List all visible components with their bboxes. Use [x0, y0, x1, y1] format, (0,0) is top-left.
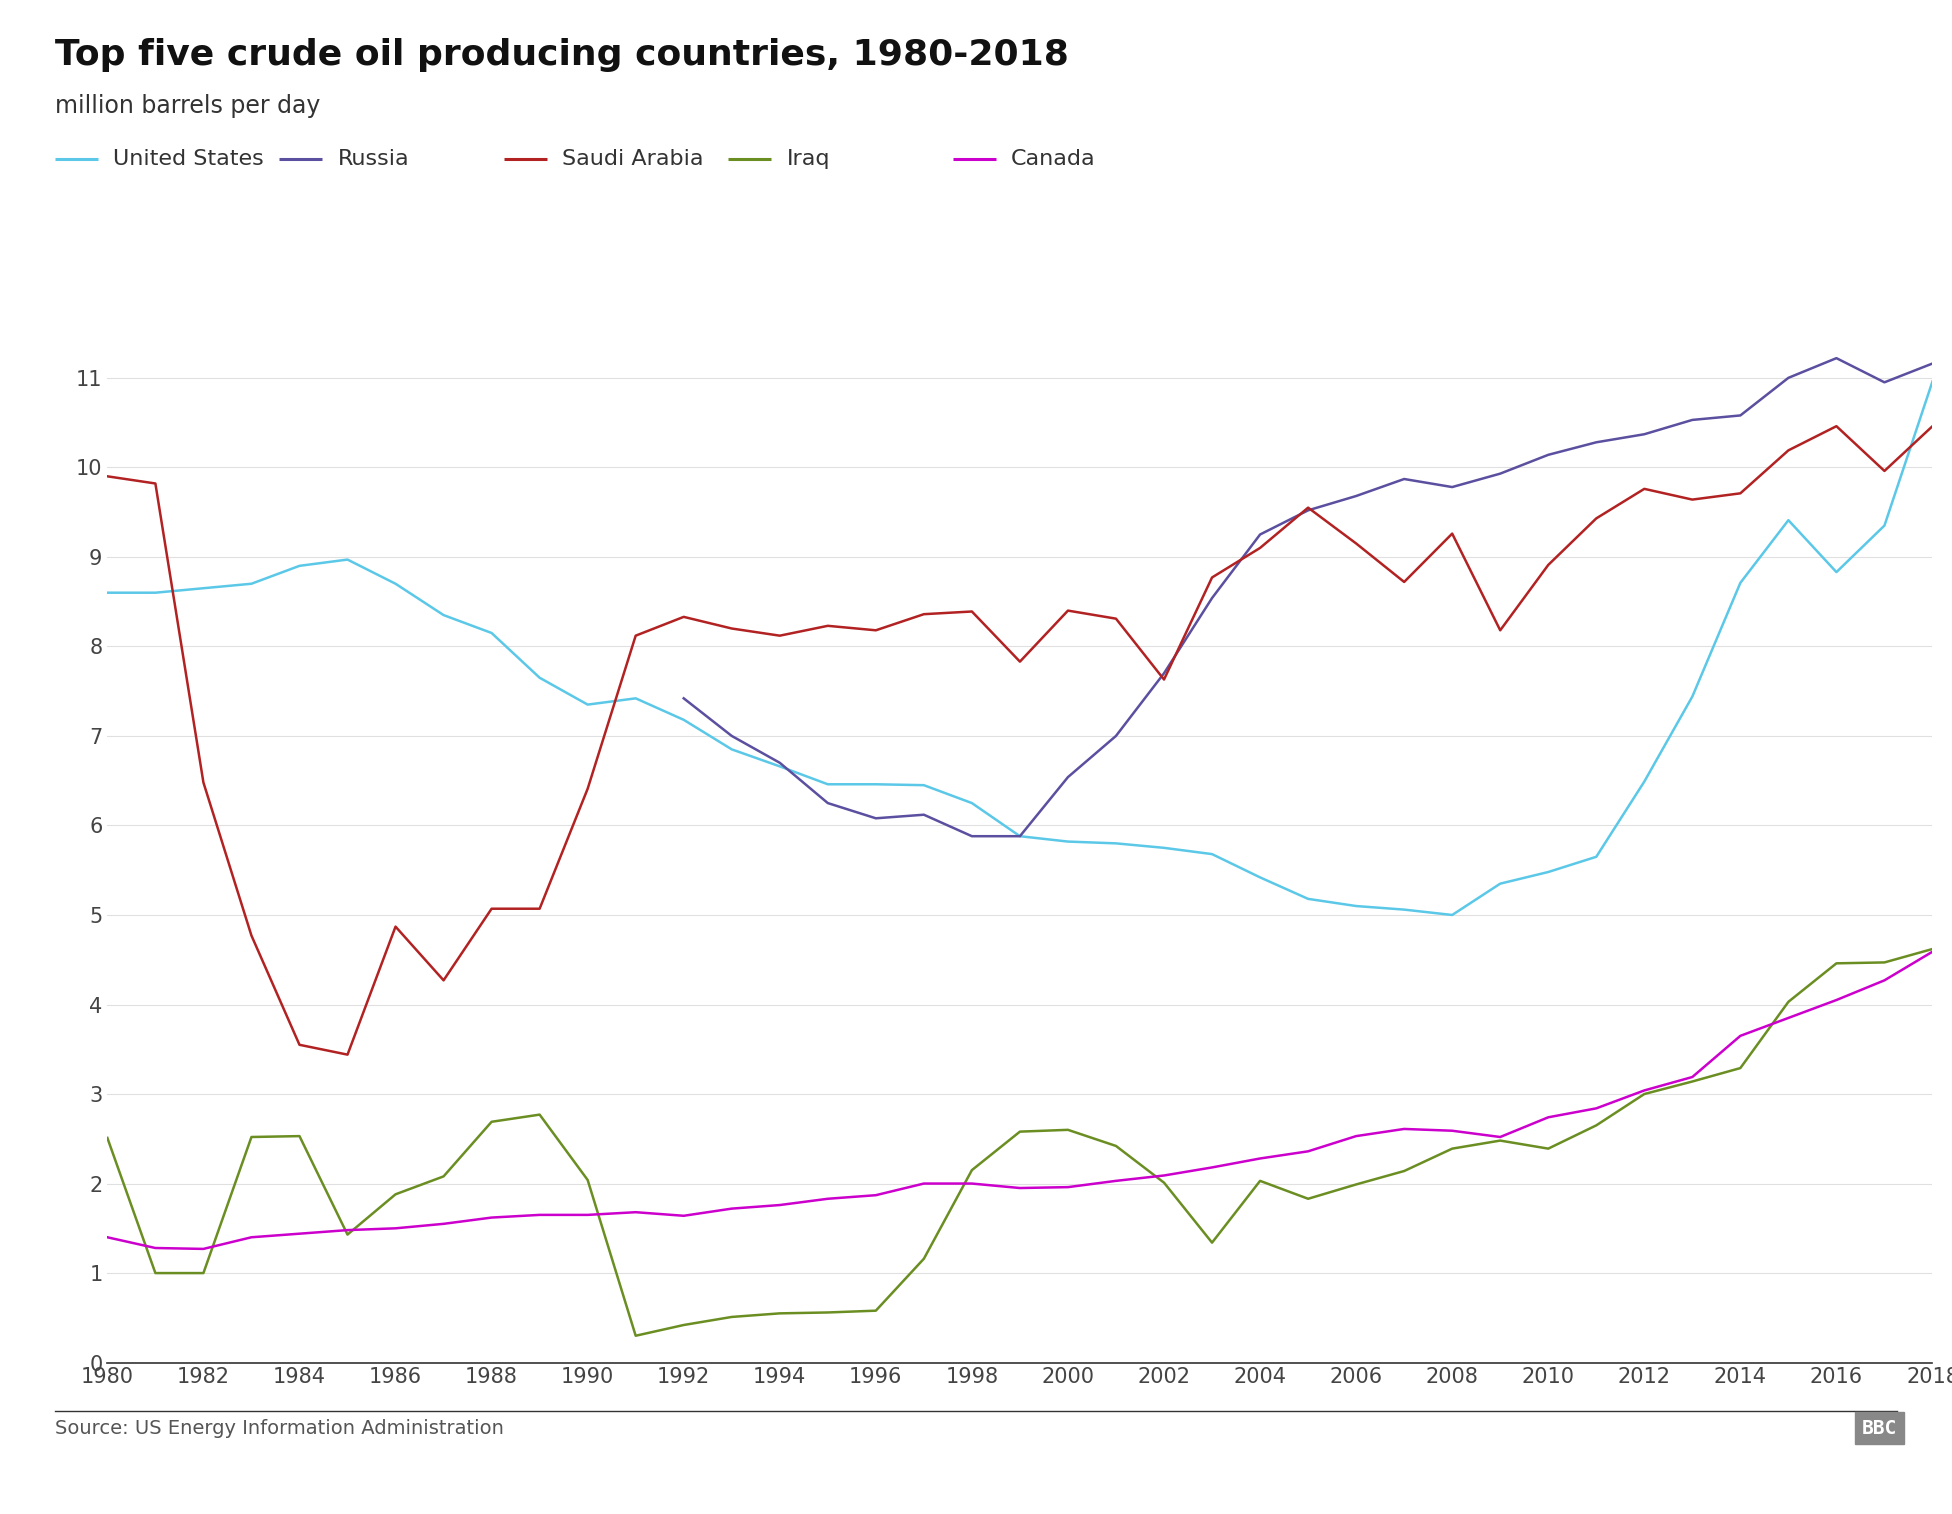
- Text: Saudi Arabia: Saudi Arabia: [562, 148, 703, 170]
- Text: Source: US Energy Information Administration: Source: US Energy Information Administra…: [55, 1419, 504, 1438]
- Text: million barrels per day: million barrels per day: [55, 94, 320, 118]
- Text: Canada: Canada: [1011, 148, 1095, 170]
- Text: Russia: Russia: [338, 148, 410, 170]
- Text: Top five crude oil producing countries, 1980-2018: Top five crude oil producing countries, …: [55, 38, 1068, 71]
- Text: Iraq: Iraq: [787, 148, 830, 170]
- Text: United States: United States: [113, 148, 264, 170]
- Text: BBC: BBC: [1862, 1419, 1897, 1438]
